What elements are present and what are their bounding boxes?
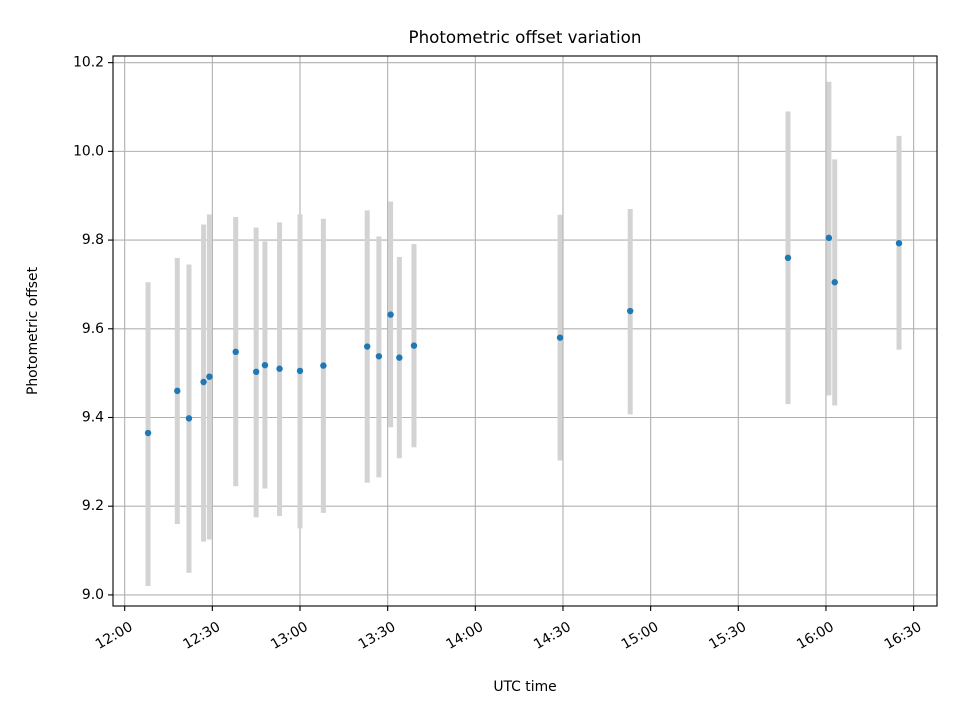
x-axis-label: UTC time — [493, 679, 556, 695]
data-point — [276, 365, 283, 372]
data-point — [206, 373, 213, 380]
data-point — [831, 279, 838, 286]
data-point — [784, 254, 792, 262]
data-point — [825, 234, 833, 242]
data-point — [320, 362, 327, 369]
data-point — [185, 415, 193, 422]
data-point — [396, 354, 403, 361]
grid-lines — [113, 56, 937, 606]
data-point — [296, 367, 304, 375]
chart-title: Photometric offset variation — [409, 27, 642, 47]
y-tick-label: 9.6 — [82, 321, 104, 337]
y-tick-label: 9.0 — [82, 587, 104, 603]
y-axis-ticks: 9.0 9.2 9.4 9.6 9.8 10.0 10.2 — [73, 55, 113, 603]
data-points — [144, 234, 903, 437]
y-tick-label: 10.2 — [73, 55, 104, 71]
data-point — [364, 343, 371, 350]
y-axis-label: Photometric offset — [25, 266, 41, 395]
data-point — [261, 361, 269, 369]
data-point — [387, 311, 394, 318]
y-tick-label: 9.8 — [82, 232, 104, 248]
data-point — [556, 334, 564, 341]
data-point — [626, 307, 634, 315]
data-point — [252, 368, 260, 376]
plot-frame — [112, 55, 938, 607]
y-tick-label: 9.2 — [82, 498, 104, 514]
data-point — [375, 353, 383, 360]
y-tick-label: 10.0 — [73, 143, 104, 159]
y-tick-label: 9.4 — [82, 409, 104, 425]
data-point — [200, 378, 207, 386]
data-point — [174, 387, 181, 395]
data-point — [410, 342, 418, 349]
data-point — [232, 348, 239, 356]
data-point — [144, 429, 152, 437]
data-point — [895, 239, 903, 247]
